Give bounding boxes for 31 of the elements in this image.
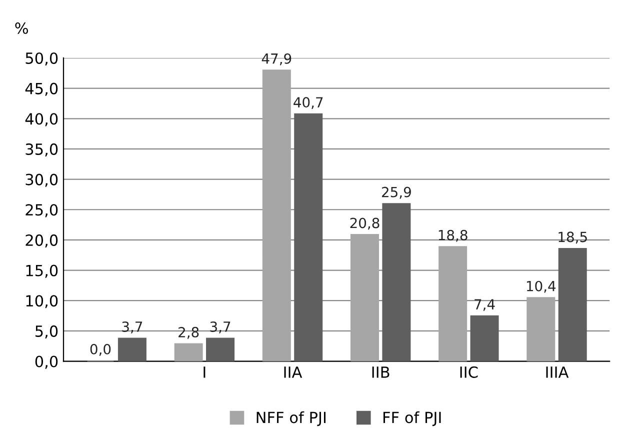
- x-tick-label: IIC: [460, 366, 478, 378]
- data-label: 7,4: [474, 299, 495, 311]
- y-tick-label: 20,0: [26, 234, 58, 248]
- y-tick-label: 30,0: [26, 174, 58, 187]
- data-label: 10,4: [526, 280, 556, 293]
- data-label: 3,7: [122, 321, 142, 334]
- legend-label: NFF of PJI: [256, 411, 326, 426]
- data-label: 18,5: [558, 232, 587, 244]
- y-tick-label: 50,0: [26, 52, 58, 66]
- x-tick-label: IIA: [284, 366, 302, 378]
- y-tick-label: 35,0: [26, 143, 58, 157]
- x-tick-label: IIIA: [546, 366, 569, 378]
- legend-label: FF of PJI: [383, 411, 441, 426]
- data-label: 25,9: [382, 186, 411, 199]
- x-tick-label: IIB: [372, 366, 390, 378]
- data-label: 20,8: [350, 218, 380, 230]
- data-label: 3,7: [210, 321, 230, 334]
- y-tick-label: 25,0: [26, 204, 58, 218]
- y-tick-label: 40,0: [25, 113, 58, 126]
- data-label: 47,9: [262, 53, 292, 66]
- y-tick-label: 45,0: [25, 82, 58, 96]
- y-axis-title: %: [15, 22, 28, 34]
- data-label: 40,7: [294, 97, 323, 109]
- data-label: 0,0: [90, 344, 111, 356]
- data-label: 2,8: [178, 326, 199, 339]
- y-tick-label: 5,0: [36, 325, 58, 339]
- data-label: 18,8: [438, 230, 468, 242]
- y-tick-label: 0,0: [35, 356, 58, 369]
- x-tick-label: I: [204, 366, 206, 378]
- y-tick-label: 10,0: [26, 295, 58, 308]
- y-tick-label: 15,0: [26, 264, 58, 278]
